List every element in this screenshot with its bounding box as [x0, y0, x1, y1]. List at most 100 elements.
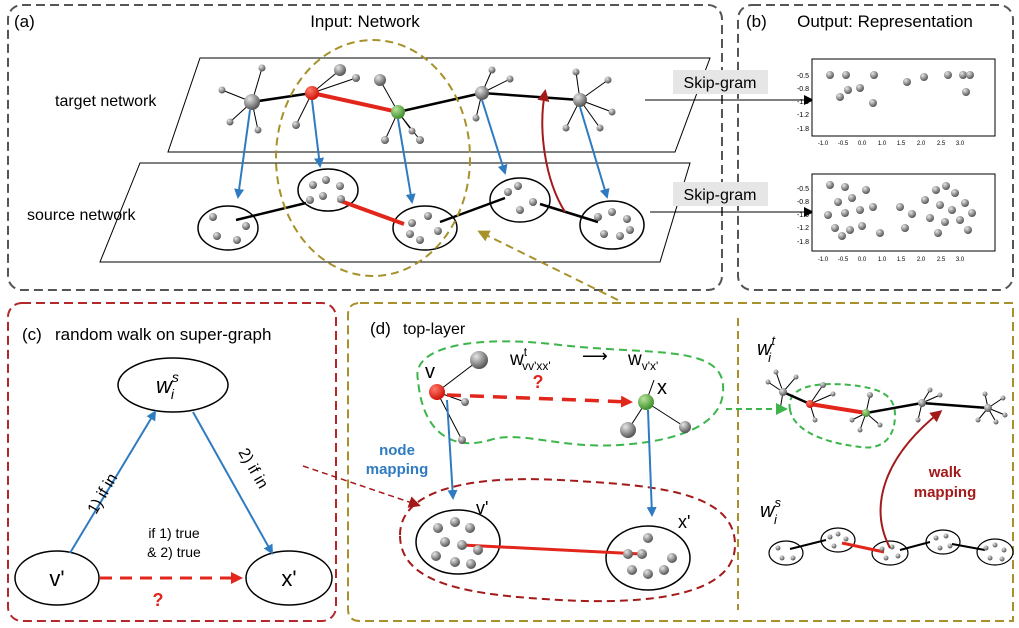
- svg-text:1.0: 1.0: [878, 141, 887, 147]
- node-mapping-arrows: [234, 99, 610, 204]
- walk-mapping-label-2: mapping: [914, 484, 977, 501]
- svg-text:-1.0: -1.0: [818, 141, 829, 147]
- node-x-label: x: [657, 377, 667, 399]
- edge-label-2: 2) if in: [235, 446, 272, 492]
- svg-text:-1.2: -1.2: [797, 225, 809, 232]
- edge-v-to-w: [69, 410, 157, 554]
- super-node-x: [245, 550, 333, 606]
- svg-text:1.0: 1.0: [878, 257, 887, 263]
- walk-source-members: [775, 531, 1007, 562]
- walk-green-selection: [788, 383, 897, 449]
- target-network-label: target network: [55, 93, 157, 110]
- question-mark-c: ?: [153, 590, 164, 610]
- panel-c: (c) random walk on super-graph ws i v' x'…: [7, 302, 337, 622]
- svg-text:-1.8: -1.8: [797, 239, 809, 246]
- skipgram-box-2: [673, 182, 768, 206]
- super-node-v: [14, 550, 100, 606]
- edge-label-1: 1) if in: [85, 471, 122, 517]
- svg-text:-0.8: -0.8: [797, 86, 809, 93]
- embedding-plot-1: -0.5 -0.8 -1.0 -1.2 -1.8 -1.0 -0.5 0.0 1…: [797, 58, 996, 147]
- panel-b-label: (b): [746, 12, 767, 31]
- svg-text:-0.5: -0.5: [838, 257, 849, 263]
- skipgram-box-1: [673, 70, 768, 94]
- weight-left: wt vv'xx': [509, 345, 551, 373]
- weight-arrow: ⟶: [582, 346, 608, 366]
- svg-text:2.5: 2.5: [937, 257, 946, 263]
- super-edge: [461, 543, 643, 556]
- panel-b-title: Output: Representation: [797, 12, 973, 31]
- source-red-edge: [337, 198, 405, 226]
- walk-source-red-edge: [841, 541, 885, 554]
- edge-w-to-x: [192, 411, 273, 555]
- node-mapping-label-2: mapping: [366, 461, 429, 478]
- svg-text:2.0: 2.0: [917, 257, 926, 263]
- svg-text:-0.5: -0.5: [797, 186, 809, 193]
- super-node-x-label: x': [281, 566, 296, 591]
- walk-source-label: ws i: [760, 495, 781, 527]
- condition-line-2: & 2) true: [147, 544, 201, 560]
- svg-text:-0.5: -0.5: [838, 141, 849, 147]
- node-mapping-label-1: node: [379, 442, 415, 459]
- node-mapping-arrow-v: [446, 399, 458, 500]
- node-v-label: v: [425, 361, 435, 383]
- panel-d-title: top-layer: [403, 321, 466, 338]
- skipgram-label-1: Skip-gram: [684, 75, 757, 92]
- x-prime-label: x': [678, 512, 690, 532]
- svg-text:-0.8: -0.8: [797, 199, 809, 206]
- super-node-v-label: v': [49, 566, 64, 591]
- panel-c-title: random walk on super-graph: [55, 325, 271, 344]
- walk-source-edges: [789, 539, 986, 551]
- target-edges: [251, 91, 581, 114]
- svg-text:3.0: 3.0: [956, 141, 965, 147]
- svg-text:-1.0: -1.0: [797, 99, 809, 106]
- embedding-plot-2: -0.5 -0.8 -1.0 -1.2 -1.8 -1.0 -0.5 0.0 1…: [797, 173, 996, 263]
- question-mark-d: ?: [533, 372, 544, 392]
- svg-text:0.0: 0.0: [858, 141, 867, 147]
- source-network-label: source network: [27, 207, 136, 224]
- walk-target-label: wt i: [757, 333, 776, 365]
- walk-mapping-label-1: walk: [928, 464, 962, 481]
- super-node-x-prime: [605, 525, 691, 591]
- weight-right: wv'x': [627, 349, 658, 373]
- svg-text:2.5: 2.5: [937, 141, 946, 147]
- svg-text:0.0: 0.0: [858, 257, 867, 263]
- panel-d-label: (d): [370, 319, 391, 338]
- source-edges: [235, 196, 599, 224]
- olive-selection-ellipse: [275, 39, 471, 277]
- condition-line-1: if 1) true: [148, 525, 200, 541]
- walk-mapping-arrow: [879, 410, 943, 549]
- svg-text:1.5: 1.5: [897, 257, 906, 263]
- svg-text:-1.0: -1.0: [797, 212, 809, 219]
- super-node-members: [431, 517, 677, 579]
- svg-text:2.0: 2.0: [917, 141, 926, 147]
- v-prime-label: v': [476, 498, 488, 518]
- panel-d: (d) top-layer v x ? wt vv'xx' ⟶ wv'x' nod…: [347, 302, 1014, 622]
- red-connector-arrow: [302, 465, 421, 508]
- top-layer-query-edge: [446, 393, 633, 408]
- panel-a-title: Input: Network: [310, 12, 420, 31]
- walk-target-red-edge: [809, 402, 867, 415]
- target-plane: [167, 57, 711, 153]
- panel-b: (b) Output: Representation Skip-gram Ski…: [645, 4, 1014, 291]
- source-nodes: [209, 176, 634, 244]
- target-nodes: [218, 64, 616, 144]
- super-node-w-label: ws i: [156, 369, 179, 402]
- svg-text:-0.5: -0.5: [797, 73, 809, 80]
- walk-mapping-arrow-a: [537, 89, 566, 213]
- panel-c-label: (c): [22, 325, 42, 344]
- target-red-edge: [311, 91, 399, 114]
- top-layer-nodes: [429, 351, 691, 444]
- svg-text:3.0: 3.0: [956, 257, 965, 263]
- super-node-w: [117, 357, 229, 413]
- svg-text:1.5: 1.5: [897, 141, 906, 147]
- walk-target-edges: [782, 390, 989, 415]
- svg-text:-1.2: -1.2: [797, 112, 809, 119]
- skipgram-label-2: Skip-gram: [684, 187, 757, 204]
- panel-a: (a) Input: Network target network source…: [7, 4, 723, 291]
- svg-text:-1.8: -1.8: [797, 126, 809, 133]
- node-mapping-arrow-x: [646, 409, 657, 517]
- svg-text:-1.0: -1.0: [818, 257, 829, 263]
- source-blobs: [197, 168, 645, 251]
